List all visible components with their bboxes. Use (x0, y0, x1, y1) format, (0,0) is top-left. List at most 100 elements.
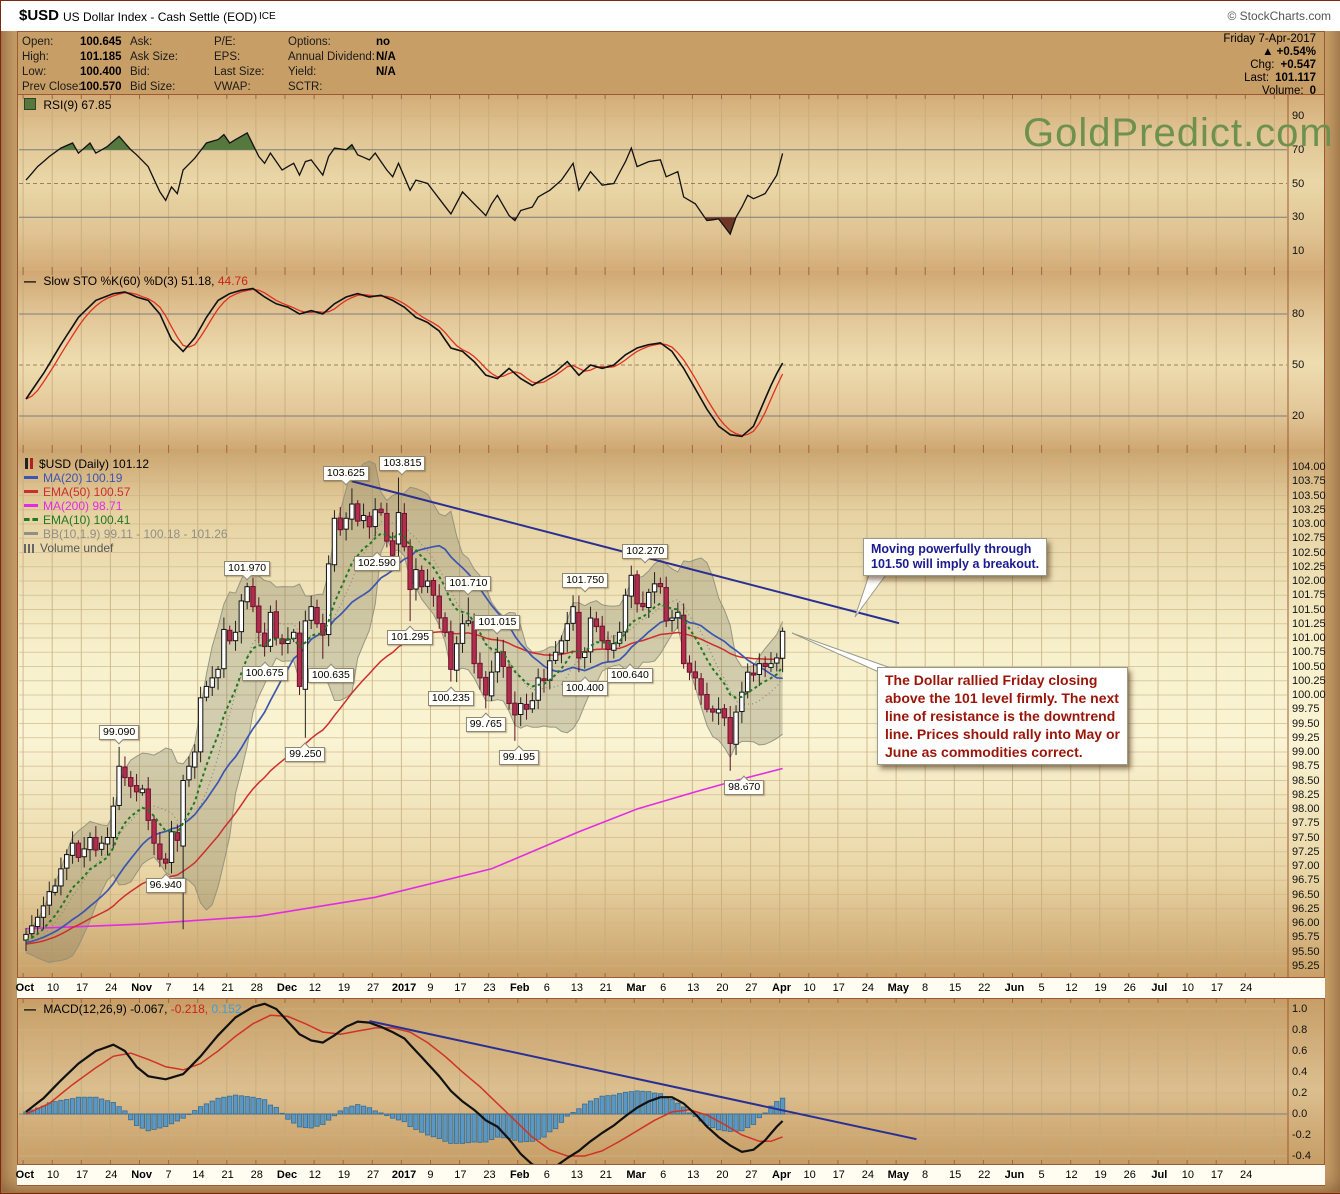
x-axis-label: 19 (337, 982, 351, 994)
x-axis-label: 28 (250, 1169, 263, 1181)
quote-label: Ask: (130, 36, 153, 48)
ema10-line (25, 532, 784, 942)
x-axis-label: 5 (1038, 1169, 1045, 1181)
x-axis-top: Oct 10 17 24 Nov 7 14 21 28 Dec 12 19 27 2017 9 17 23 Feb… (15, 977, 1325, 999)
legend-item: Volume undef (24, 541, 228, 555)
x-axis-label: 14 (192, 1169, 205, 1181)
x-axis-label: Oct (15, 982, 35, 994)
legend-text: $USD (Daily) 101.12 (39, 457, 150, 471)
price-tag: 103.815 (379, 455, 426, 471)
y-axis-label: 96.75 (1292, 874, 1320, 887)
x-axis-label: 27 (367, 982, 380, 994)
stochastic-panel: — Slow STO %K(60) %D(3) 51.18, 44.76 80 5… (17, 271, 1325, 449)
y-axis-label: 101.00 (1292, 632, 1326, 644)
x-axis-label: 22 (978, 1169, 991, 1181)
y-axis-label: 97.50 (1292, 831, 1320, 844)
y-axis-label: -0.2 (1292, 1129, 1311, 1141)
legend-item: MA(20) 100.19 (24, 471, 228, 485)
vol-icon (24, 544, 36, 553)
y-axis-label: 103.75 (1292, 475, 1326, 488)
x-axis-label: 17 (454, 982, 467, 994)
quote-panel: Open: 100.645 High: 101.185 Low: 100.400 Prev … (17, 31, 1325, 97)
y-axis-label: 50 (1292, 177, 1305, 190)
price-tag: 100.635 (307, 667, 354, 683)
line-icon (24, 490, 38, 493)
x-axis-label: Apr (772, 1169, 792, 1181)
legend-text: Volume undef (40, 541, 114, 555)
callout-line: 101.50 will imply a breakout. (871, 557, 1040, 571)
quote-last: Last: 101.117 (1244, 71, 1316, 84)
quote-volume: Volume: 0 (1262, 84, 1316, 97)
y-axis-label: 100.75 (1292, 646, 1326, 659)
rsi-line (25, 131, 784, 236)
legend-item: $USD (Daily) 101.12 (24, 457, 228, 471)
x-axis-label: 27 (745, 982, 758, 994)
x-axis-label: 10 (803, 982, 816, 994)
x-axis-label: 24 (861, 982, 874, 994)
x-axis-label: 20 (716, 1169, 729, 1181)
y-axis-label: 96.25 (1292, 902, 1320, 915)
y-axis-label: 100.50 (1292, 660, 1326, 673)
macd-y-axis: 1.0 0.8 0.6 0.4 0.2 0.0 -0.2 -0.4 (1292, 999, 1326, 1164)
x-axis-label: Dec (276, 982, 298, 994)
y-axis-label: 103.00 (1292, 518, 1326, 530)
x-axis-label: 17 (832, 1169, 845, 1181)
quote-label: Bid Size: (130, 81, 176, 93)
price-tag: 101.710 (445, 575, 492, 591)
quote-value: N/A (376, 66, 396, 78)
line-icon (24, 476, 38, 479)
x-axis-label: Feb (509, 982, 530, 994)
y-axis-label: -0.4 (1292, 1150, 1311, 1162)
callout-line: Moving powerfully through (871, 542, 1032, 556)
legend-item: EMA(50) 100.57 (24, 485, 228, 499)
gridlines (19, 96, 1287, 270)
up-arrow-icon: ▲ (1262, 45, 1274, 58)
y-axis-label: 101.50 (1292, 603, 1326, 616)
x-axis-label: 21 (221, 1169, 234, 1181)
legend-item: BB(10,1.9) 99.11 - 100.18 - 101.26 (24, 527, 228, 541)
quote-chg: Chg: +0.547 (1250, 58, 1316, 71)
price-tag: 99.250 (285, 746, 326, 762)
x-axis-label: 17 (832, 982, 845, 994)
x-axis-label: 17 (76, 982, 89, 994)
gridlines (19, 272, 1287, 448)
rsi-icon (24, 98, 36, 110)
y-axis-label: 30 (1292, 211, 1305, 224)
x-axis-label: May (887, 1169, 910, 1181)
quote-label: Annual Dividend: (288, 51, 375, 63)
y-axis-label: 102.25 (1292, 560, 1326, 573)
y-axis-label: 103.50 (1292, 489, 1326, 502)
price-tag: 96.940 (145, 878, 186, 894)
y-axis-label: 0.8 (1292, 1024, 1308, 1036)
quote-label: Yield: (288, 66, 317, 78)
line-icon (24, 532, 38, 535)
y-axis-label: 0.0 (1292, 1108, 1308, 1120)
y-axis-label: 95.25 (1292, 959, 1320, 972)
x-axis-label: 21 (221, 982, 234, 994)
y-axis-label: 95.50 (1292, 945, 1320, 958)
y-axis-label: 98.25 (1292, 788, 1320, 801)
macd-line (25, 1002, 784, 1164)
quote-label: SCTR: (288, 81, 323, 93)
change-percent: ▲ +0.54% (1262, 45, 1316, 58)
ticker-symbol: $USD (19, 7, 60, 24)
x-axis-label: 14 (192, 982, 205, 994)
tick-marks (22, 271, 1275, 449)
y-axis-label: 102.00 (1292, 575, 1326, 587)
macd-plot (19, 999, 1289, 1164)
x-axis-label: 15 (949, 982, 962, 994)
quote-label: Open: (22, 36, 54, 48)
x-axis-label: 12 (308, 1169, 322, 1181)
x-axis-label: Nov (131, 1169, 153, 1181)
x-axis-label: 24 (861, 1169, 874, 1181)
quote-value: 100.645 (80, 36, 122, 48)
y-axis-label: 99.25 (1292, 731, 1320, 744)
x-axis-label: 19 (1094, 1169, 1107, 1181)
y-axis-label: 102.75 (1292, 532, 1326, 545)
stochastic-y-axis: 80 50 20 (1292, 271, 1326, 449)
price-y-axis: 104.00 103.75 103.50 103.25 103.00 102.75 102.… (1292, 449, 1326, 977)
legend-text: MA(200) 98.71 (43, 499, 123, 513)
x-axis-label: Jun (1004, 1169, 1025, 1181)
dash-icon (24, 518, 38, 521)
price-tag: 99.195 (498, 749, 539, 765)
